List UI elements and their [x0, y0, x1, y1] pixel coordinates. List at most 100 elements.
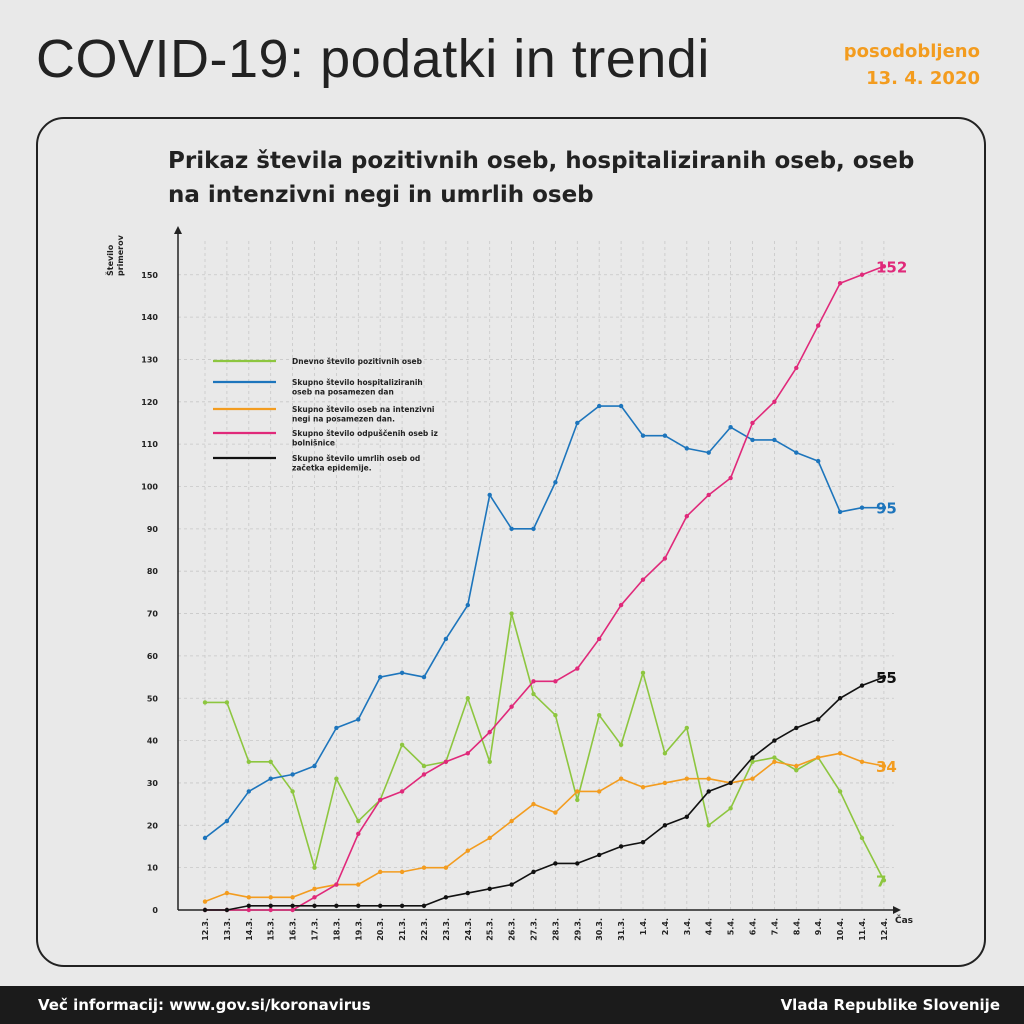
data-point — [684, 776, 689, 781]
data-point — [399, 742, 405, 748]
data-point — [597, 403, 602, 409]
data-point — [290, 772, 295, 777]
data-point — [246, 907, 251, 913]
data-point — [881, 264, 887, 269]
series-line — [204, 752, 885, 903]
data-point — [575, 861, 580, 866]
x-tick-label: 30.3. — [595, 918, 604, 941]
x-tick-label: 4.4. — [705, 918, 714, 935]
data-point — [531, 691, 536, 697]
x-tick-label: 26.3. — [508, 918, 517, 941]
footer-bar: Več informacij: www.gov.si/koronavirus V… — [0, 986, 1024, 1024]
y-tick-label: 10 — [147, 864, 159, 873]
legend-label: Skupno število oseb na intenzivni negi na… — [292, 405, 434, 424]
data-point — [268, 776, 273, 781]
x-tick-label: 20.3. — [376, 918, 385, 941]
data-point — [356, 882, 361, 887]
legend-label: Skupno število umrlih oseb od začetka epi… — [292, 454, 420, 473]
data-point — [399, 670, 405, 676]
x-tick-label: 15.3. — [267, 918, 276, 941]
footer-org: Vlada Republike Slovenije — [780, 996, 1000, 1014]
data-point — [772, 399, 777, 404]
data-point — [312, 895, 317, 900]
x-tick-label: 12.4. — [880, 918, 889, 941]
data-point — [575, 797, 580, 803]
y-tick-label: 150 — [141, 271, 158, 280]
series-end-label: 55 — [876, 669, 897, 687]
data-point — [837, 281, 843, 286]
data-point — [772, 437, 777, 443]
data-point — [290, 895, 295, 900]
data-point — [312, 903, 317, 908]
data-point — [575, 420, 580, 426]
series-end-label: 152 — [876, 258, 907, 276]
data-point — [268, 759, 273, 764]
data-point — [509, 526, 514, 532]
x-tick-label: 31.3. — [617, 918, 626, 941]
x-tick-label: 13.3. — [223, 918, 232, 941]
data-point — [750, 420, 755, 426]
data-point — [356, 831, 361, 836]
data-point — [224, 907, 230, 913]
y-tick-label: 0 — [152, 906, 158, 915]
y-tick-label: 140 — [141, 313, 158, 322]
data-point — [618, 602, 624, 608]
series-end-label: 7 — [876, 872, 886, 890]
y-tick-label: 20 — [147, 821, 159, 830]
data-point — [772, 755, 777, 760]
data-point — [246, 895, 251, 900]
data-point — [531, 679, 536, 684]
data-point — [531, 869, 536, 875]
data-point — [706, 492, 711, 498]
x-tick-label: 5.4. — [727, 918, 736, 935]
data-point — [728, 475, 733, 481]
data-point — [640, 784, 646, 790]
x-tick-label: 24.3. — [464, 918, 473, 941]
data-point — [728, 806, 733, 811]
data-point — [509, 611, 514, 616]
x-tick-label: 27.3. — [530, 918, 539, 941]
data-point — [378, 797, 383, 803]
data-point — [816, 323, 821, 328]
data-point — [772, 759, 777, 764]
data-point — [356, 818, 361, 824]
chart-title: Prikaz števila pozitivnih oseb, hospital… — [168, 148, 915, 208]
data-point — [597, 789, 602, 794]
data-point — [312, 886, 317, 892]
y-tick-label: 130 — [141, 355, 158, 364]
x-tick-label: 18.3. — [332, 918, 341, 941]
data-point — [465, 696, 470, 701]
data-point — [881, 878, 887, 883]
data-point — [443, 895, 449, 900]
data-point — [465, 890, 470, 896]
data-point — [334, 903, 339, 908]
data-point — [246, 759, 251, 764]
data-point — [837, 509, 843, 515]
data-point — [553, 679, 558, 684]
data-point — [553, 861, 558, 866]
data-point — [859, 683, 865, 688]
data-point — [684, 446, 689, 451]
data-point — [859, 759, 865, 764]
data-point — [443, 636, 449, 642]
x-tick-label: 16.3. — [289, 918, 298, 941]
data-point — [706, 776, 711, 781]
updated-date: 13. 4. 2020 — [866, 68, 980, 89]
data-point — [246, 903, 251, 908]
data-point — [618, 844, 624, 849]
x-tick-label: 19.3. — [354, 918, 363, 941]
y-axis-label: Številoprimerov — [104, 234, 125, 276]
data-point — [487, 729, 492, 735]
y-tick-label: 70 — [147, 610, 159, 619]
y-tick-label: 100 — [141, 483, 158, 492]
x-tick-label: 29.3. — [573, 918, 582, 941]
data-point — [224, 890, 230, 896]
data-point — [399, 869, 405, 875]
data-point — [487, 886, 492, 892]
footer-info-link[interactable]: Več informacij: www.gov.si/koronavirus — [38, 996, 371, 1014]
data-point — [421, 772, 427, 777]
data-point — [684, 513, 689, 519]
data-point — [268, 895, 273, 900]
data-point — [706, 789, 711, 794]
y-tick-label: 50 — [147, 694, 159, 703]
